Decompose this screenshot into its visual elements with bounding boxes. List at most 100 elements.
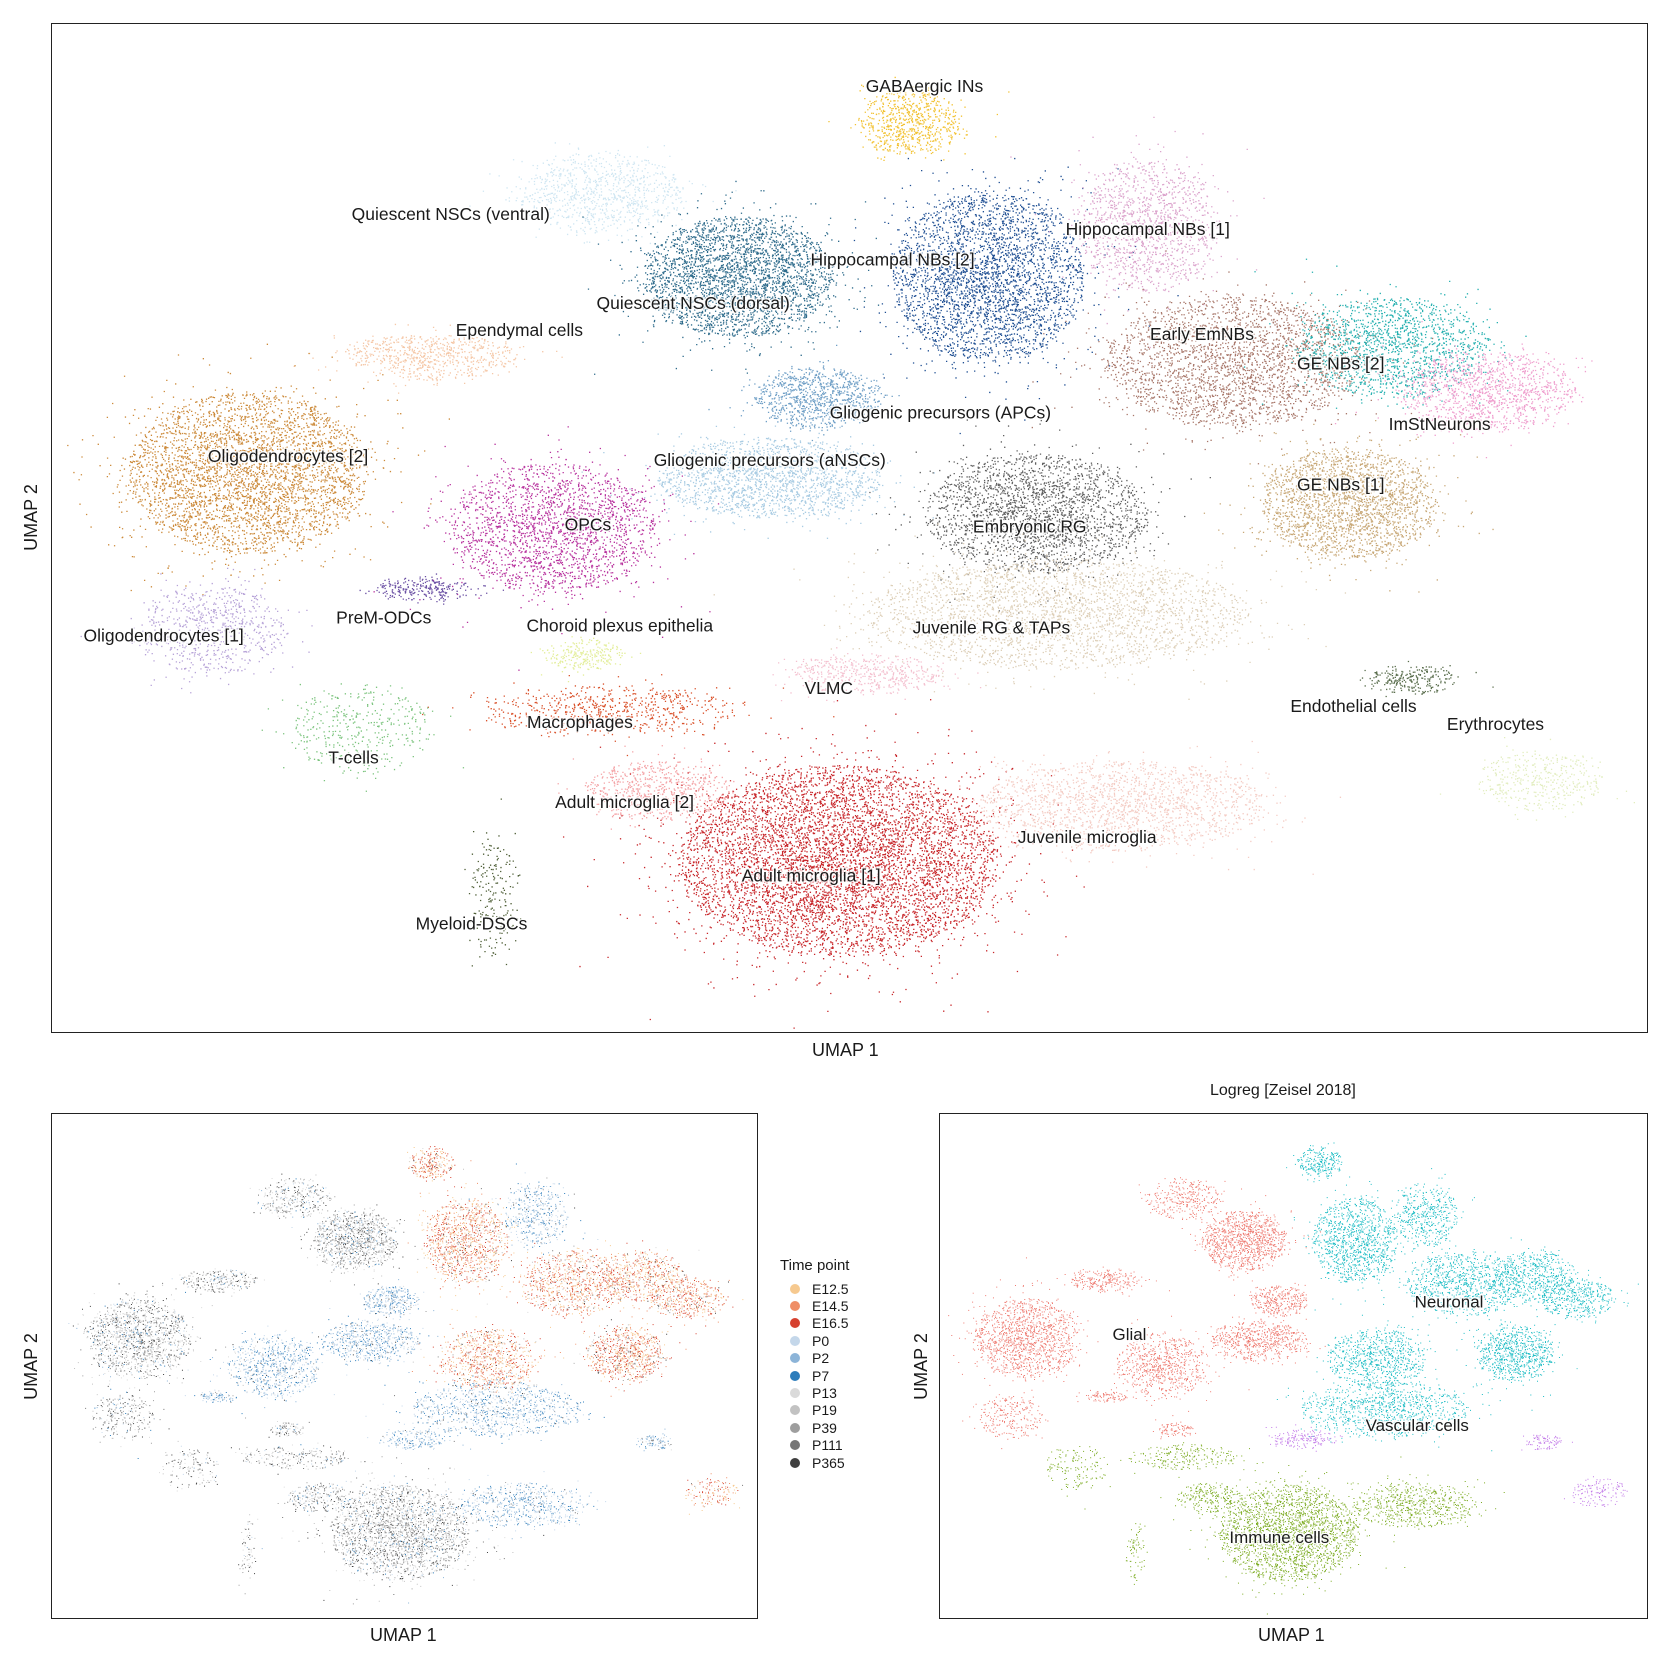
cluster-label: Hippocampal NBs [1] [1066, 219, 1230, 239]
legend-swatch [790, 1388, 800, 1399]
legend-swatch [790, 1318, 800, 1329]
legend-swatch [790, 1301, 800, 1312]
cluster-label: Ependymal cells [456, 320, 584, 340]
cluster-adult-microglia-1 [562, 699, 1132, 1029]
cluster-label: Juvenile microglia [1018, 827, 1157, 847]
cluster-endothelial-cells [1359, 660, 1494, 698]
cluster-label: Adult microglia [2] [555, 792, 694, 812]
legend-item: P39 [780, 1419, 849, 1436]
cluster-label: GABAergic INs [866, 76, 984, 96]
cluster-points [947, 740, 1342, 875]
timepoint-x-axis-label: UMAP 1 [370, 1625, 437, 1645]
legend-label: P0 [812, 1332, 830, 1349]
cluster-points [1359, 660, 1494, 698]
point-group [82, 1147, 726, 1583]
cluster-points [713, 523, 1347, 700]
cluster-gliogenic-precursors-apcs [708, 344, 900, 448]
cluster-label: Myeloid-DSCs [416, 914, 528, 934]
logreg-x-axis-label: UMAP 1 [1258, 1625, 1325, 1645]
legend-item: P13 [780, 1384, 849, 1401]
cluster-label: Embryonic RG [973, 517, 1087, 537]
legend-label: E12.5 [812, 1280, 849, 1297]
legend-item: P19 [780, 1402, 849, 1419]
main-y-axis-label: UMAP 2 [20, 484, 41, 551]
point-group [948, 1177, 1326, 1450]
legend-label: P365 [812, 1454, 845, 1471]
point-group [408, 1145, 739, 1506]
timepoint-legend: Time point E12.5 E14.5 E16.5 P0 P2 P7 P13 P19 P3… [780, 1257, 849, 1471]
cluster-points [1203, 420, 1494, 593]
timepoint-y-axis-label: UMAP 2 [20, 1333, 41, 1400]
cluster-label: Oligodendrocytes [2] [208, 446, 368, 466]
legend-item: P111 [780, 1437, 849, 1454]
category-label: Immune cells [1229, 1528, 1329, 1547]
point-group [1276, 1142, 1639, 1452]
timepoint-umap-panel [51, 1113, 758, 1619]
legend-label: P39 [812, 1419, 837, 1436]
cluster-label: Gliogenic precursors (APCs) [830, 403, 1051, 423]
cluster-points [373, 426, 720, 671]
cluster-points [464, 798, 522, 967]
cluster-label: Endothelial cells [1290, 696, 1417, 716]
point-group [407, 1147, 734, 1507]
legend-swatch [790, 1283, 800, 1294]
cluster-label: VLMC [804, 678, 853, 698]
legend-item: E14.5 [780, 1297, 849, 1314]
legend-label: P2 [812, 1350, 830, 1367]
category-label: Glial [1113, 1325, 1147, 1344]
cluster-label: Macrophages [527, 712, 633, 732]
cluster-label: Adult microglia [1] [742, 865, 881, 885]
legend-label: P19 [812, 1402, 837, 1419]
legend-swatch [790, 1440, 800, 1451]
cluster-points [261, 683, 465, 792]
cluster-label: Early EmNBs [1150, 324, 1254, 344]
legend-label: P111 [812, 1437, 843, 1454]
cluster-points [708, 344, 900, 448]
cluster-t-cells [261, 683, 465, 792]
legend-label: E16.5 [812, 1315, 849, 1332]
cluster-points [581, 412, 935, 539]
cluster-label: ImStNeurons [1389, 414, 1491, 434]
legend-item: E12.5 [780, 1280, 849, 1297]
cluster-prem-odcs [359, 573, 505, 605]
legend-swatch [790, 1335, 800, 1346]
cluster-hippocampal-nbs-2 [833, 157, 1179, 435]
legend-swatch [790, 1422, 800, 1433]
legend-item: P365 [780, 1454, 849, 1471]
legend-item: P2 [780, 1350, 849, 1367]
cluster-points [557, 745, 787, 830]
point-group [72, 1153, 729, 1601]
logreg-y-axis-label: UMAP 2 [910, 1333, 931, 1400]
legend-item: E16.5 [780, 1315, 849, 1332]
cluster-ge-nbs-1 [1203, 420, 1494, 593]
cluster-label: Oligodendrocytes [1] [84, 625, 244, 645]
cluster-label: Juvenile RG & TAPs [913, 617, 1071, 637]
cluster-label: Erythrocytes [1447, 714, 1544, 734]
logreg-umap-plot: Glial Neuronal Vascular cells Immune cells [948, 1142, 1639, 1615]
main-umap-plot: GABAergic INs Quiescent NSCs (ventral) Qui… [67, 75, 1636, 1029]
cluster-myeloid-dscs [464, 798, 522, 967]
cluster-label: Choroid plexus epithelia [527, 615, 714, 635]
cluster-points [772, 647, 982, 703]
cluster-points [1439, 736, 1636, 821]
legend-title: Time point [780, 1257, 850, 1274]
main-umap-panel: GABAergic INs Quiescent NSCs (ventral) Qui… [51, 23, 1648, 1033]
cluster-label: GE NBs [2] [1297, 353, 1384, 373]
point-group [68, 1172, 671, 1578]
cluster-points [530, 636, 642, 683]
cluster-juvenile-microglia [947, 740, 1342, 875]
cluster-points [422, 674, 835, 757]
logreg-panel-title: Logreg [Zeisel 2018] [1210, 1082, 1356, 1099]
cluster-macrophages [422, 674, 835, 757]
category-label: Neuronal [1415, 1292, 1484, 1311]
legend-item: P0 [780, 1332, 849, 1349]
cluster-label: Gliogenic precursors (aNSCs) [654, 450, 886, 470]
legend-label: E14.5 [812, 1298, 849, 1315]
timepoint-umap-plot [68, 1145, 744, 1605]
cluster-quiescent-nscs-dorsal [582, 180, 905, 375]
point-group [407, 1146, 744, 1515]
cluster-gliogenic-precursors-anscs [581, 412, 935, 539]
cluster-adult-microglia-2 [557, 745, 787, 830]
point-group [1047, 1442, 1505, 1615]
legend-label: P7 [812, 1367, 830, 1384]
